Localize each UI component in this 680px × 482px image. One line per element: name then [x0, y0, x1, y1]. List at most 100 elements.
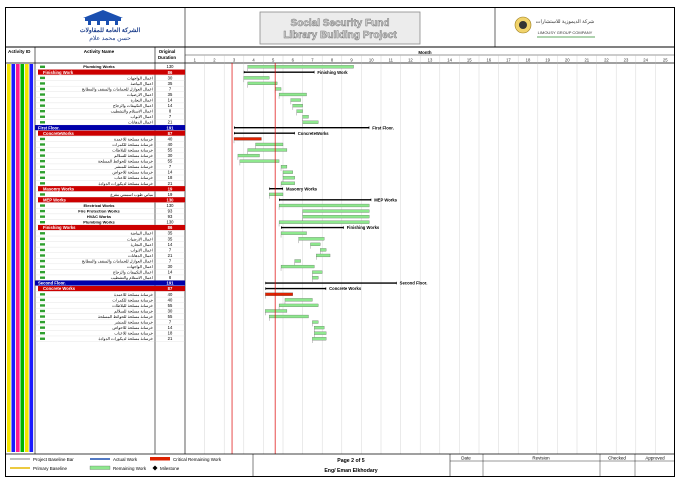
wbs-color-stripe: [20, 64, 25, 452]
title-line-1: Social Security Fund: [291, 18, 390, 29]
task-icon: [40, 87, 45, 91]
critical-bar: [233, 137, 262, 141]
task-duration: 14: [168, 242, 173, 247]
task-duration: 14: [168, 103, 173, 108]
task-icon: [40, 176, 45, 179]
task-name: خرسانة مسلحة للاعمدة: [114, 136, 154, 141]
task-duration: 19: [168, 192, 173, 197]
schedule-row: خرسانة مسلحة للاحواض 14: [35, 170, 293, 177]
task-icon: [40, 98, 45, 102]
task-name: خرسانة مسلحة للبلاطات: [112, 303, 153, 308]
month-label: 24: [643, 58, 648, 63]
remaining-bar: [237, 153, 260, 158]
wbs-band: [38, 130, 185, 136]
task-name: Electrical Works: [83, 203, 115, 208]
schedule-row: اعمال الارضيات 35: [35, 236, 325, 244]
task-icon: [40, 65, 45, 68]
month-label: 1: [194, 58, 197, 63]
footer: Project Baseline Bar Primary Baseline Ac…: [5, 453, 675, 477]
remaining-bar: [247, 81, 278, 85]
month-label: 16: [486, 58, 491, 63]
col-activity-name: Activity Name: [84, 49, 115, 54]
task-icon: [40, 259, 45, 263]
schedule-row: Fire Protection Works 93: [35, 209, 370, 216]
task-duration: 30: [168, 308, 173, 313]
summary-end-icon: [324, 287, 327, 291]
remaining-bar: [282, 176, 295, 180]
wbs-band: [38, 69, 185, 75]
gantt-chart: الشركة العامة للمقاولات حسن محمد علام So…: [5, 7, 675, 477]
schedule-row: اعمال البياضة 35: [35, 231, 307, 238]
task-name: اعمال النجارة: [131, 242, 153, 247]
schedule-row: HVAC Works 93: [35, 214, 370, 221]
wbs-name: Second Floor.: [38, 281, 66, 286]
task-name: اعمال الواجهات: [127, 75, 153, 80]
schedule-row: Finishing Works 86 Finishing Works: [35, 224, 380, 231]
task-name: خرسانة مسلحة للبلاطات: [112, 147, 153, 152]
gantt-page: الشركة العامة للمقاولات حسن محمد علام So…: [5, 7, 675, 477]
month-label: 7: [311, 58, 314, 63]
consultant-name-en: LIMOUSY GROUP COMPANY: [538, 30, 593, 35]
task-icon: [40, 315, 45, 318]
task-icon: [40, 143, 45, 146]
title-box: [259, 11, 421, 45]
task-icon: [40, 270, 45, 274]
task-icon: [40, 148, 45, 152]
wbs-duration: 86: [168, 225, 173, 230]
remaining-bar: [292, 104, 303, 108]
month-label: 9: [350, 58, 353, 63]
task-icon: [40, 309, 45, 313]
schedule-row: اعمال النجارة 14: [35, 242, 321, 249]
month-label: 22: [604, 58, 609, 63]
task-name: Plumbing Works: [83, 220, 115, 225]
task-name: اعمال الاستلام والتشطيب: [111, 275, 153, 280]
task-name: خرسانة مسلحة للكمرات: [112, 297, 153, 302]
wbs-band: [38, 286, 185, 292]
task-name: اعمال التكييفات والزجاج: [113, 270, 153, 275]
summary-end-icon: [367, 126, 370, 130]
task-duration: 40: [168, 297, 173, 302]
legend: Project Baseline Bar Primary Baseline Ac…: [10, 457, 222, 471]
task-name: اعمال الارضيات: [127, 92, 153, 97]
remaining-bar: [269, 192, 284, 196]
task-icon: [40, 215, 45, 218]
summary-label: Second Floor.: [400, 281, 428, 286]
remaining-bar: [310, 242, 321, 246]
remaining-bar: [312, 270, 323, 274]
schedule-row: خرسانة مسلحة للحوائط المسلحة 55: [35, 314, 309, 321]
remaining-bar: [302, 115, 309, 119]
task-name: اعمال الدهانات: [128, 120, 153, 125]
task-duration: 55: [168, 303, 173, 308]
remaining-bar: [269, 314, 309, 319]
task-icon: [40, 221, 45, 224]
legend-remaining-work: Remaining Work: [113, 466, 147, 471]
wbs-band: [35, 125, 185, 131]
task-duration: 21: [168, 120, 173, 125]
wbs-color-stripe: [16, 64, 20, 452]
col-activity-id: Activity ID: [8, 49, 31, 54]
schedule-row: اعمال الابواب 7: [35, 114, 309, 121]
task-name: خرسانة مسلحة للحوائط المسلحة: [98, 314, 154, 319]
summary-label: ConcreteWorks: [298, 131, 330, 136]
remaining-bar: [290, 98, 301, 102]
task-name: Fire Protection Works: [78, 209, 120, 214]
task-icon: [40, 254, 45, 257]
task-name: اعمال الواجهات: [127, 264, 153, 269]
task-name: مباني طوب اسمنتي مفرغ: [110, 192, 153, 197]
task-name: خرسانة مسلحة للاعتاب: [114, 175, 153, 180]
summary-label: Concrete Works: [329, 286, 362, 291]
wbs-color-stripe: [11, 64, 16, 452]
task-icon: [40, 298, 45, 302]
month-label: 17: [506, 58, 511, 63]
wbs-name: Finishing Works: [43, 225, 76, 230]
wbs-name: MEP Works: [43, 197, 67, 202]
task-duration: 93: [168, 209, 173, 214]
month-label: 4: [252, 58, 255, 63]
page-border: [5, 7, 675, 477]
task-icon: [40, 326, 45, 329]
remaining-bar: [247, 148, 288, 152]
task-name: اعمال التكييفات والزجاج: [113, 103, 153, 108]
schedule-row: خرسانة مسلحة للبلاطات 55: [35, 147, 288, 155]
schedule-row: ConcreteWorks 87 ConcreteWorks: [35, 130, 330, 137]
